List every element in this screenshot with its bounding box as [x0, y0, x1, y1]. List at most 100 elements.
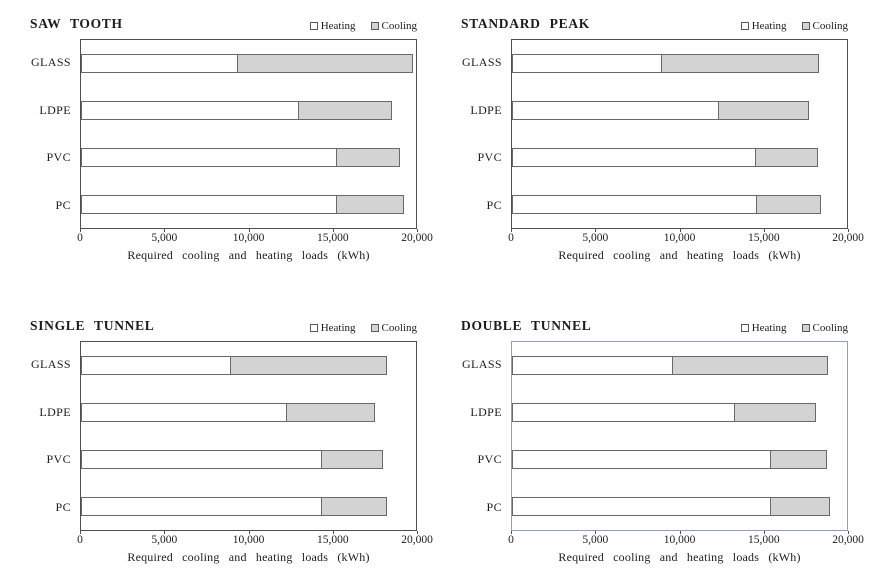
x-axis: 0 5,000 10,000 15,000 20,000	[508, 531, 864, 549]
heating-segment	[512, 54, 662, 73]
y-axis-labels: GLASS LDPE PVC PC	[30, 39, 80, 229]
stacked-bar	[512, 54, 847, 73]
bar-row	[512, 134, 847, 181]
category-label: LDPE	[39, 404, 71, 419]
cooling-swatch-icon	[370, 324, 379, 332]
chart-standard-peak: STANDARD PEAK Heating Cooling GLASS LDPE P…	[461, 12, 864, 278]
x-axis: 0 5,000 10,000 15,000 20,000	[508, 229, 864, 247]
x-tick-label: 15,000	[316, 232, 349, 244]
cooling-segment	[237, 54, 414, 73]
legend-label-cooling: Cooling	[381, 20, 417, 32]
category-label: GLASS	[30, 55, 71, 70]
x-tick-label: 20,000	[401, 232, 433, 244]
category-label: LDPE	[470, 404, 502, 419]
plot-area	[511, 341, 848, 531]
stacked-bar	[512, 450, 847, 469]
stacked-bar	[81, 450, 416, 469]
legend-label-cooling: Cooling	[381, 322, 417, 334]
category-label: GLASS	[30, 357, 71, 372]
x-tick-label: 0	[508, 534, 514, 546]
bar-row	[81, 483, 416, 530]
x-tick-label: 15,000	[316, 534, 349, 546]
cooling-segment	[229, 356, 387, 375]
plot-wrap: 0 5,000 10,000 15,000 20,000 Required coolin…	[77, 39, 433, 263]
x-tick-label: 20,000	[832, 232, 864, 244]
chart-body: GLASS LDPE PVC PC 0 5,000 10,000 15,000 20,000 …	[30, 341, 433, 565]
x-tick-mark	[80, 531, 81, 534]
chart-title: SINGLE TUNNEL	[30, 318, 155, 333]
x-tick-mark	[248, 531, 250, 534]
x-tick-label: 0	[77, 534, 83, 546]
x-axis-title: Required cooling and heating loads (kWh)	[558, 550, 801, 564]
x-tick-label: 5,000	[582, 534, 609, 546]
category-label: PVC	[46, 150, 71, 165]
x-tick-mark	[763, 229, 765, 232]
x-tick-label: 10,000	[232, 232, 265, 244]
heating-swatch-icon	[309, 324, 318, 332]
x-tick-mark	[332, 229, 334, 232]
stacked-bar	[512, 403, 847, 422]
y-axis-labels: GLASS LDPE PVC PC	[30, 341, 80, 531]
x-axis-title: Required cooling and heating loads (kWh)	[127, 248, 370, 262]
category-label: PC	[55, 197, 71, 212]
x-axis-title: Required cooling and heating loads (kWh)	[127, 550, 370, 564]
heating-segment	[512, 356, 673, 375]
x-tick-mark	[164, 531, 166, 534]
legend-item-heating: Heating	[309, 20, 356, 32]
x-tick-label: 20,000	[832, 534, 864, 546]
heating-segment	[512, 195, 757, 214]
x-tick-mark	[595, 229, 597, 232]
stacked-bar	[81, 148, 416, 167]
x-tick-mark	[763, 531, 765, 534]
x-axis: 0 5,000 10,000 15,000 20,000	[77, 229, 433, 247]
x-tick-mark	[848, 531, 849, 534]
stacked-bar	[512, 195, 847, 214]
x-tick-label: 20,000	[401, 534, 433, 546]
x-tick-label: 15,000	[747, 534, 780, 546]
cooling-segment	[286, 403, 375, 422]
chart-body: GLASS LDPE PVC PC 0 5,000 10,000 15,000 20,000 …	[461, 341, 864, 565]
bar-row	[512, 342, 847, 389]
chart-header: SINGLE TUNNEL Heating Cooling	[30, 314, 417, 334]
bar-row	[512, 87, 847, 134]
cooling-segment	[755, 195, 821, 214]
x-tick-label: 10,000	[663, 534, 696, 546]
x-axis-title: Required cooling and heating loads (kWh)	[558, 248, 801, 262]
cooling-segment	[671, 356, 828, 375]
heating-segment	[81, 497, 323, 516]
cooling-segment	[733, 403, 816, 422]
stacked-bar	[81, 403, 416, 422]
heating-segment	[512, 148, 756, 167]
legend: Heating Cooling	[740, 20, 848, 32]
x-tick-label: 10,000	[663, 232, 696, 244]
x-tick-mark	[417, 531, 418, 534]
x-tick-mark	[80, 229, 81, 232]
legend: Heating Cooling	[309, 20, 417, 32]
y-axis-labels: GLASS LDPE PVC PC	[461, 341, 511, 531]
chart-title: DOUBLE TUNNEL	[461, 318, 592, 333]
chart-header: DOUBLE TUNNEL Heating Cooling	[461, 314, 848, 334]
bar-row	[81, 181, 416, 228]
x-tick-mark	[164, 229, 166, 232]
category-label: PC	[55, 499, 71, 514]
bar-row	[512, 181, 847, 228]
heating-segment	[81, 450, 323, 469]
stacked-bar	[81, 54, 416, 73]
heating-segment	[512, 101, 719, 120]
bar-row	[81, 389, 416, 436]
legend-item-cooling: Cooling	[801, 20, 848, 32]
heating-segment	[81, 195, 338, 214]
x-tick-mark	[511, 531, 512, 534]
x-tick-mark	[511, 229, 512, 232]
heating-segment	[81, 101, 299, 120]
category-label: PVC	[46, 452, 71, 467]
heating-segment	[81, 148, 338, 167]
stacked-bar	[81, 101, 416, 120]
bar-row	[512, 436, 847, 483]
chart-title: SAW TOOTH	[30, 16, 123, 31]
cooling-segment	[321, 450, 384, 469]
cooling-swatch-icon	[801, 22, 810, 30]
x-tick-mark	[595, 531, 597, 534]
heating-swatch-icon	[740, 22, 749, 30]
legend-item-heating: Heating	[740, 20, 787, 32]
